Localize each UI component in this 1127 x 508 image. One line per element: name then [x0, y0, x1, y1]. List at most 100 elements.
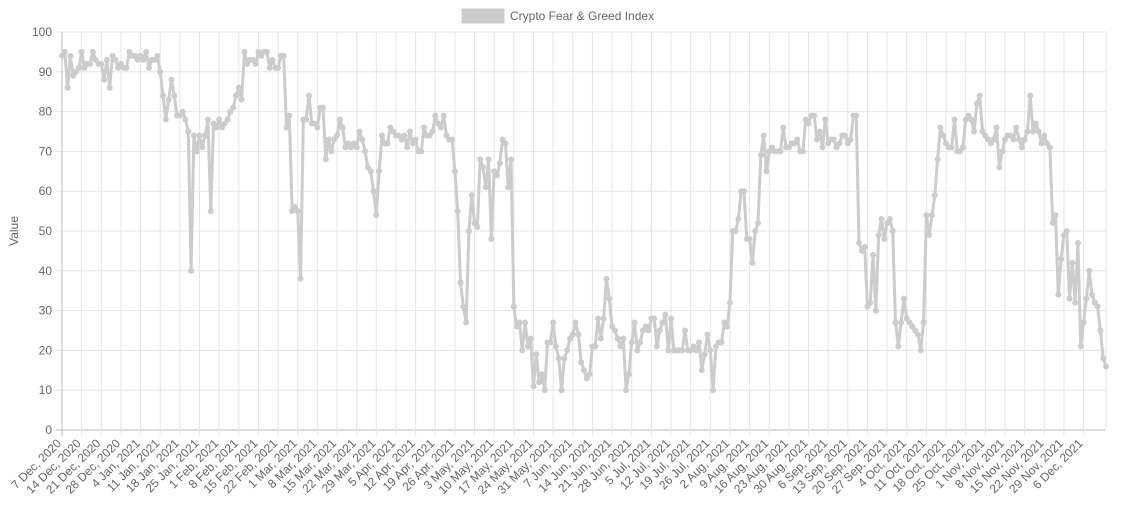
data-point[interactable] [1069, 259, 1076, 266]
data-point[interactable] [547, 339, 554, 346]
data-point[interactable] [805, 120, 812, 127]
data-point[interactable] [477, 156, 484, 163]
data-point[interactable] [575, 331, 582, 338]
data-point[interactable] [412, 136, 419, 143]
data-point[interactable] [165, 96, 172, 103]
data-point[interactable] [920, 319, 927, 326]
data-point[interactable] [732, 228, 739, 234]
data-point[interactable] [171, 92, 178, 99]
data-point[interactable] [112, 56, 119, 63]
data-point[interactable] [496, 160, 503, 167]
data-point[interactable] [586, 371, 593, 378]
data-point[interactable] [886, 216, 893, 223]
data-point[interactable] [971, 128, 978, 135]
data-point[interactable] [693, 347, 700, 354]
data-point[interactable] [990, 136, 997, 143]
data-point[interactable] [1066, 295, 1073, 302]
data-point[interactable] [168, 76, 175, 83]
data-point[interactable] [704, 331, 711, 338]
data-point[interactable] [1046, 144, 1053, 151]
data-point[interactable] [123, 64, 130, 71]
data-point[interactable] [881, 235, 888, 242]
data-point[interactable] [951, 116, 958, 123]
data-point[interactable] [592, 343, 599, 350]
data-point[interactable] [353, 144, 360, 151]
data-point[interactable] [749, 259, 756, 266]
data-point[interactable] [569, 331, 576, 338]
data-point[interactable] [505, 184, 512, 191]
data-point[interactable] [303, 116, 310, 123]
data-point[interactable] [429, 128, 436, 135]
data-point[interactable] [541, 387, 548, 394]
data-point[interactable] [199, 144, 206, 151]
data-point[interactable] [564, 347, 571, 354]
data-point[interactable] [294, 208, 301, 215]
data-point[interactable] [1072, 299, 1079, 306]
data-point[interactable] [659, 319, 666, 326]
data-point[interactable] [140, 56, 147, 63]
data-point[interactable] [162, 116, 169, 123]
data-point[interactable] [614, 335, 621, 342]
data-point[interactable] [696, 339, 703, 346]
data-point[interactable] [241, 48, 248, 55]
data-point[interactable] [917, 347, 924, 354]
data-point[interactable] [811, 112, 818, 119]
data-point[interactable] [628, 339, 635, 346]
data-point[interactable] [328, 148, 335, 155]
data-point[interactable] [653, 343, 660, 350]
data-point[interactable] [269, 56, 276, 63]
data-point[interactable] [154, 52, 161, 59]
data-point[interactable] [404, 144, 411, 151]
data-point[interactable] [449, 136, 456, 143]
data-point[interactable] [465, 228, 472, 234]
data-point[interactable] [275, 64, 282, 71]
data-point[interactable] [106, 84, 113, 91]
data-point[interactable] [216, 116, 223, 123]
data-point[interactable] [510, 303, 517, 310]
data-point[interactable] [861, 243, 868, 250]
data-point[interactable] [101, 76, 108, 83]
data-point[interactable] [656, 327, 663, 334]
data-point[interactable] [373, 212, 380, 219]
data-point[interactable] [1021, 136, 1028, 143]
data-point[interactable] [1013, 124, 1020, 131]
data-point[interactable] [437, 124, 444, 131]
data-point[interactable] [78, 48, 85, 55]
data-point[interactable] [878, 216, 885, 223]
data-point[interactable] [637, 339, 644, 346]
data-point[interactable] [207, 208, 214, 215]
data-point[interactable] [89, 48, 96, 55]
data-point[interactable] [606, 295, 613, 302]
data-point[interactable] [1035, 128, 1042, 135]
data-point[interactable] [842, 132, 848, 139]
data-point[interactable] [763, 168, 770, 175]
data-point[interactable] [1027, 92, 1034, 99]
data-point[interactable] [305, 92, 312, 99]
data-point[interactable] [263, 48, 270, 55]
data-point[interactable] [1018, 144, 1025, 151]
data-point[interactable] [182, 116, 189, 123]
data-point[interactable] [522, 319, 529, 326]
data-point[interactable] [488, 235, 495, 242]
data-point[interactable] [479, 164, 486, 171]
data-point[interactable] [892, 319, 899, 326]
data-point[interactable] [538, 371, 545, 378]
data-point[interactable] [146, 64, 152, 71]
data-point[interactable] [460, 303, 467, 310]
data-point[interactable] [297, 275, 304, 282]
data-point[interactable] [87, 60, 94, 67]
data-point[interactable] [527, 335, 534, 342]
data-point[interactable] [555, 355, 562, 362]
data-point[interactable] [143, 48, 150, 55]
data-point[interactable] [1063, 228, 1070, 234]
data-point[interactable] [934, 156, 941, 163]
data-point[interactable] [266, 64, 273, 71]
data-point[interactable] [1094, 303, 1101, 310]
data-point[interactable] [1074, 239, 1081, 246]
data-point[interactable] [1058, 255, 1065, 262]
data-point[interactable] [1080, 319, 1087, 326]
data-point[interactable] [1016, 136, 1022, 143]
data-point[interactable] [524, 343, 531, 350]
data-point[interactable] [923, 212, 930, 219]
data-point[interactable] [707, 347, 714, 354]
